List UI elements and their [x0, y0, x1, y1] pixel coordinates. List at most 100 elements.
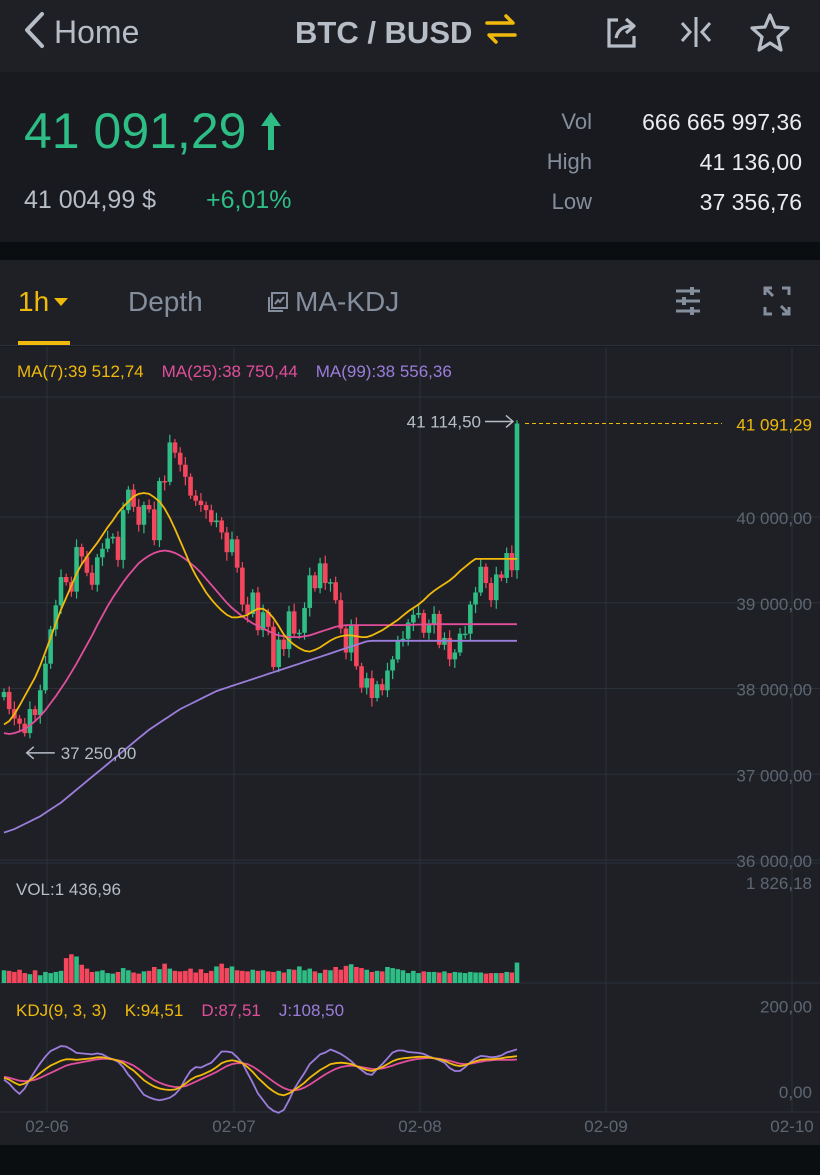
candle-body [260, 612, 266, 631]
volume-bar [198, 969, 204, 983]
volume-bar [224, 968, 230, 983]
vol-tick-label: 1 826,18 [746, 874, 812, 893]
stats-block: Vol 666 665 997,36 High 41 136,00 Low 37… [522, 102, 802, 222]
y-tick-label: 40 000,00 [736, 509, 812, 528]
volume-bar [291, 969, 297, 983]
caret-down-icon [54, 298, 69, 306]
kline-svg[interactable]: 40 000,00 39 000,00 38 000,00 37 000,00 36 0… [0, 347, 820, 1145]
volume-bar [333, 966, 338, 983]
candle-body [514, 423, 520, 571]
candle-body [219, 520, 224, 533]
candle-body [245, 604, 250, 614]
ma25-legend: MA(25):38 750,44 [161, 362, 298, 381]
volume-bar [126, 970, 131, 983]
y-tick-label: 36 000,00 [736, 852, 812, 871]
candle-body [452, 652, 458, 660]
fullscreen-icon[interactable] [763, 286, 791, 321]
volume-bar [172, 970, 178, 983]
candle-body [395, 641, 401, 660]
volume-bar [286, 969, 292, 983]
pair-selector[interactable]: BTC / BUSD [295, 12, 518, 54]
volume-bar [177, 971, 183, 983]
tab-indicator[interactable]: MA-KDJ [267, 286, 399, 318]
volume-bar [79, 964, 85, 983]
volume-bar [374, 970, 380, 983]
volume-bar [151, 966, 157, 983]
x-tick-label: 02-09 [584, 1117, 627, 1136]
candle-body [162, 481, 167, 483]
top-bar: Home BTC / BUSD [0, 0, 820, 72]
volume-bar [162, 963, 167, 983]
star-icon[interactable] [750, 12, 790, 52]
volume-bar [100, 970, 105, 983]
volume-bar [167, 968, 173, 983]
volume-bar [426, 971, 432, 983]
volume-bar [509, 972, 515, 983]
kline-chart[interactable]: 40 000,00 39 000,00 38 000,00 37 000,00 36 0… [0, 347, 820, 1145]
ma99-line [3, 639, 517, 834]
kdj-tick-label: 0,00 [779, 1083, 812, 1102]
compare-icon[interactable] [676, 12, 716, 52]
tab-interval[interactable]: 1h [18, 286, 69, 318]
candle-body [193, 495, 199, 501]
volume-bar [483, 973, 489, 983]
volume-bar [514, 962, 520, 983]
high-marker-arrowhead [505, 414, 515, 429]
volume-bar [307, 968, 313, 983]
candle-body [379, 684, 385, 691]
swap-icon[interactable] [484, 12, 518, 54]
candle-body [343, 628, 349, 653]
volume-bar [297, 966, 302, 983]
candle-body [457, 633, 463, 653]
kdj-params: KDJ(9, 3, 3) [16, 1001, 107, 1020]
candle-body [416, 613, 421, 615]
kdj-legend: KDJ(9, 3, 3) K:94,51 D:87,51 J:108,50 [16, 1001, 344, 1021]
candle-body [473, 592, 478, 605]
candle-body [234, 539, 240, 568]
settings-sliders-icon[interactable] [674, 286, 702, 321]
volume-bar [105, 973, 110, 983]
volume-bar [457, 972, 463, 983]
volume-bar [214, 966, 219, 983]
volume-bar [504, 971, 509, 983]
candle-body [208, 510, 214, 523]
kdj-tick-label: 200,00 [760, 998, 812, 1017]
volume-bar [219, 963, 224, 983]
volume-bar [183, 970, 188, 983]
tab-depth[interactable]: Depth [128, 286, 203, 318]
kdj-k-line [3, 1055, 518, 1097]
volume-bar [442, 971, 447, 983]
volume-bar [411, 970, 416, 983]
volume-bar [281, 972, 287, 983]
volume-bar [146, 970, 152, 983]
candle-body [317, 563, 323, 589]
candle-body [488, 583, 494, 601]
candle-body [250, 592, 256, 614]
share-icon[interactable] [602, 12, 642, 52]
candle-body [131, 489, 136, 507]
candle-body [297, 632, 302, 635]
volume-bar [499, 973, 504, 983]
volume-bar [250, 969, 256, 983]
volume-bar [462, 973, 468, 983]
candle-body [281, 639, 287, 650]
back-button[interactable]: Home [22, 10, 139, 55]
candle-body [369, 678, 375, 698]
volume-bar [468, 971, 473, 983]
volume-bar [473, 972, 478, 983]
candle-body [89, 572, 95, 585]
candle-body [146, 505, 152, 510]
y-tick-label: 39 000,00 [736, 595, 812, 614]
volume-bar [385, 966, 390, 983]
kdj-d-legend: D:87,51 [201, 1001, 261, 1020]
candle-body [229, 539, 235, 553]
volume-bar [276, 970, 281, 983]
volume-bar [416, 973, 421, 983]
volume-bar [271, 971, 276, 983]
candle-body [27, 709, 33, 734]
candle-body [499, 574, 504, 578]
x-tick-label: 02-10 [770, 1117, 813, 1136]
candle-body [504, 553, 509, 578]
candle-body [74, 547, 79, 592]
candle-body [115, 536, 121, 560]
